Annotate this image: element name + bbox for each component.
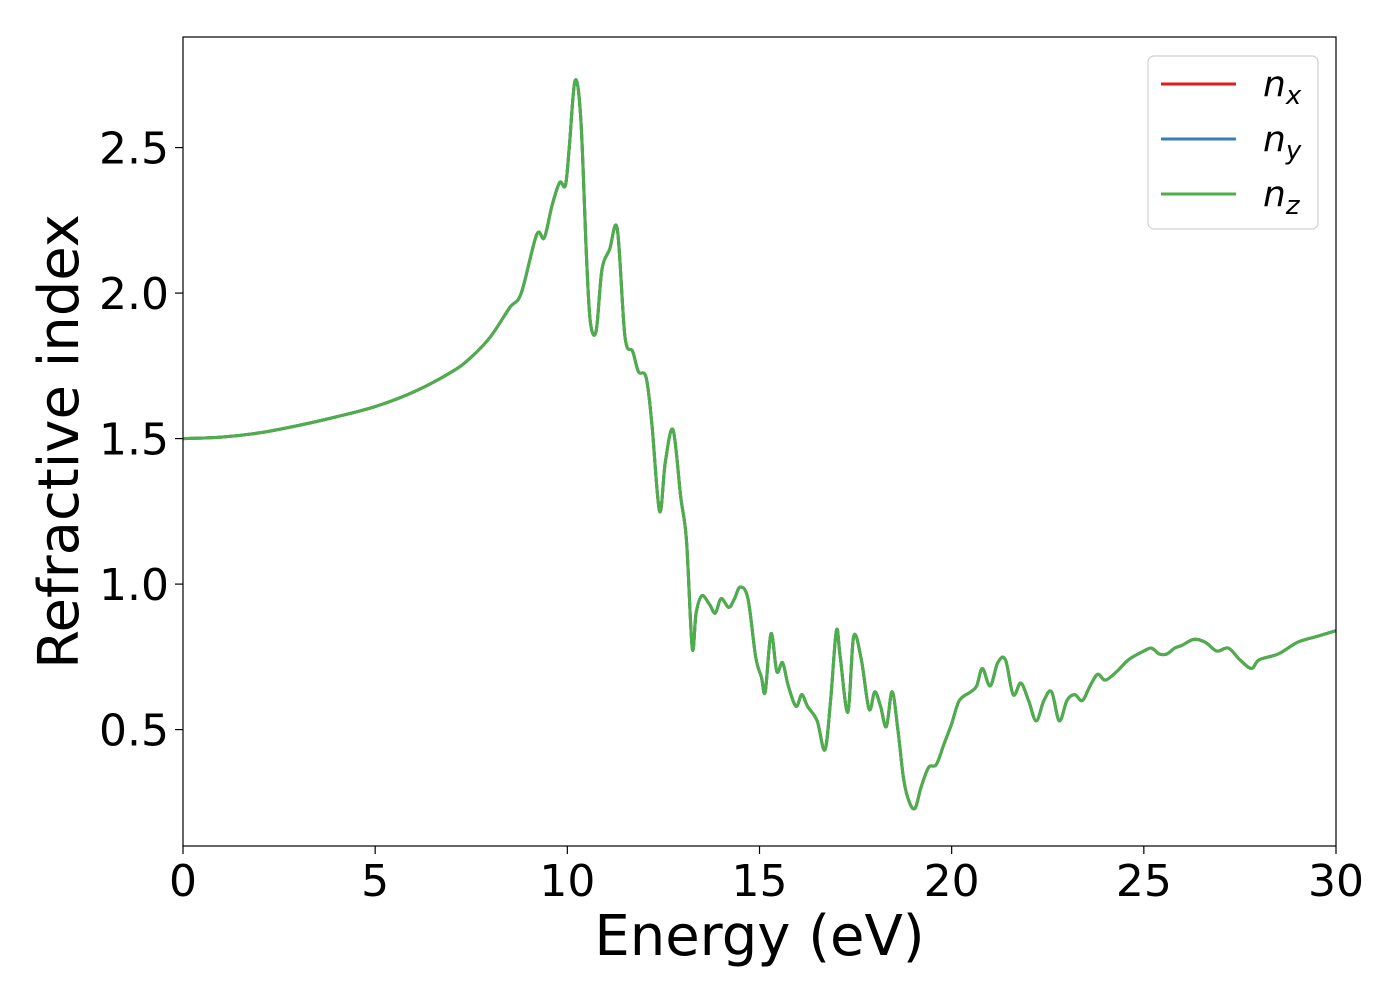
- legend-label-n_x: nx: [1263, 64, 1302, 111]
- x-axis-label: Energy (eV): [594, 904, 924, 969]
- legend-box: [1147, 55, 1319, 230]
- x-tick-label: 5: [361, 856, 389, 907]
- legend-label-n_y: ny: [1263, 119, 1302, 166]
- x-tick-label: 25: [1116, 856, 1172, 907]
- y-axis-label: Refractive index: [27, 214, 92, 669]
- y-tick-label: 1.0: [99, 560, 169, 611]
- x-tick-label: 10: [539, 856, 595, 907]
- series-line-n_z: [182, 78, 1337, 811]
- plot-lines: [182, 78, 1337, 811]
- y-tick-label: 2.5: [99, 124, 169, 175]
- y-tick-label: 1.5: [99, 415, 169, 466]
- y-tick-label: 2.0: [99, 269, 169, 320]
- y-tick-label: 0.5: [99, 706, 169, 757]
- x-axis-ticks: 0 5 10 15 20 25 30: [169, 846, 1364, 907]
- x-tick-label: 15: [732, 856, 788, 907]
- x-tick-label: 30: [1308, 856, 1364, 907]
- y-axis-ticks: 0.5 1.0 1.5 2.0 2.5: [99, 124, 183, 757]
- x-tick-label: 0: [169, 856, 197, 907]
- x-tick-label: 20: [924, 856, 980, 907]
